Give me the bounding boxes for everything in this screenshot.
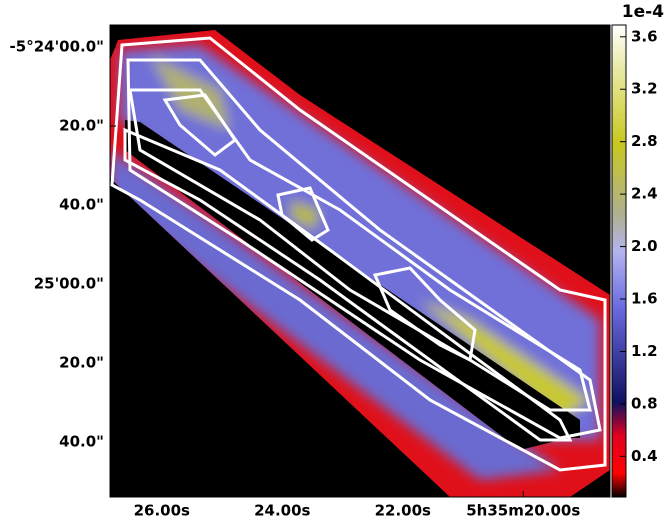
colorbar-label: 1e-4 (622, 2, 664, 22)
colorbar-tick-label: 2.4 (631, 185, 658, 203)
colorbar (611, 24, 627, 498)
colorbar-tick-label: 3.2 (631, 80, 658, 98)
x-tick-label: 5h35m20.00s (466, 502, 580, 520)
colorbar-tick-label: 1.2 (631, 342, 658, 360)
colorbar-tick-label: 0.4 (631, 447, 658, 465)
y-tick-label: -5°24'00.0" (10, 38, 104, 56)
colorbar-tick-label: 1.6 (631, 290, 658, 308)
y-tick-label: 20.0" (59, 354, 104, 372)
y-tick-label: 40.0" (59, 196, 104, 214)
y-tick-label: 40.0" (59, 433, 104, 451)
image (109, 24, 611, 498)
colorbar-tick-label: 0.8 (631, 394, 658, 412)
colorbar-tick-label: 3.6 (631, 27, 658, 45)
y-tick-label: 20.0" (59, 117, 104, 135)
colorbar-tick-label: 2.0 (631, 237, 658, 255)
x-tick-label: 24.00s (254, 502, 310, 520)
x-tick-label: 22.00s (375, 502, 431, 520)
y-tick-label: 25'00.0" (34, 275, 104, 293)
x-tick-label: 26.00s (134, 502, 190, 520)
colorbar-tick-label: 2.8 (631, 132, 658, 150)
